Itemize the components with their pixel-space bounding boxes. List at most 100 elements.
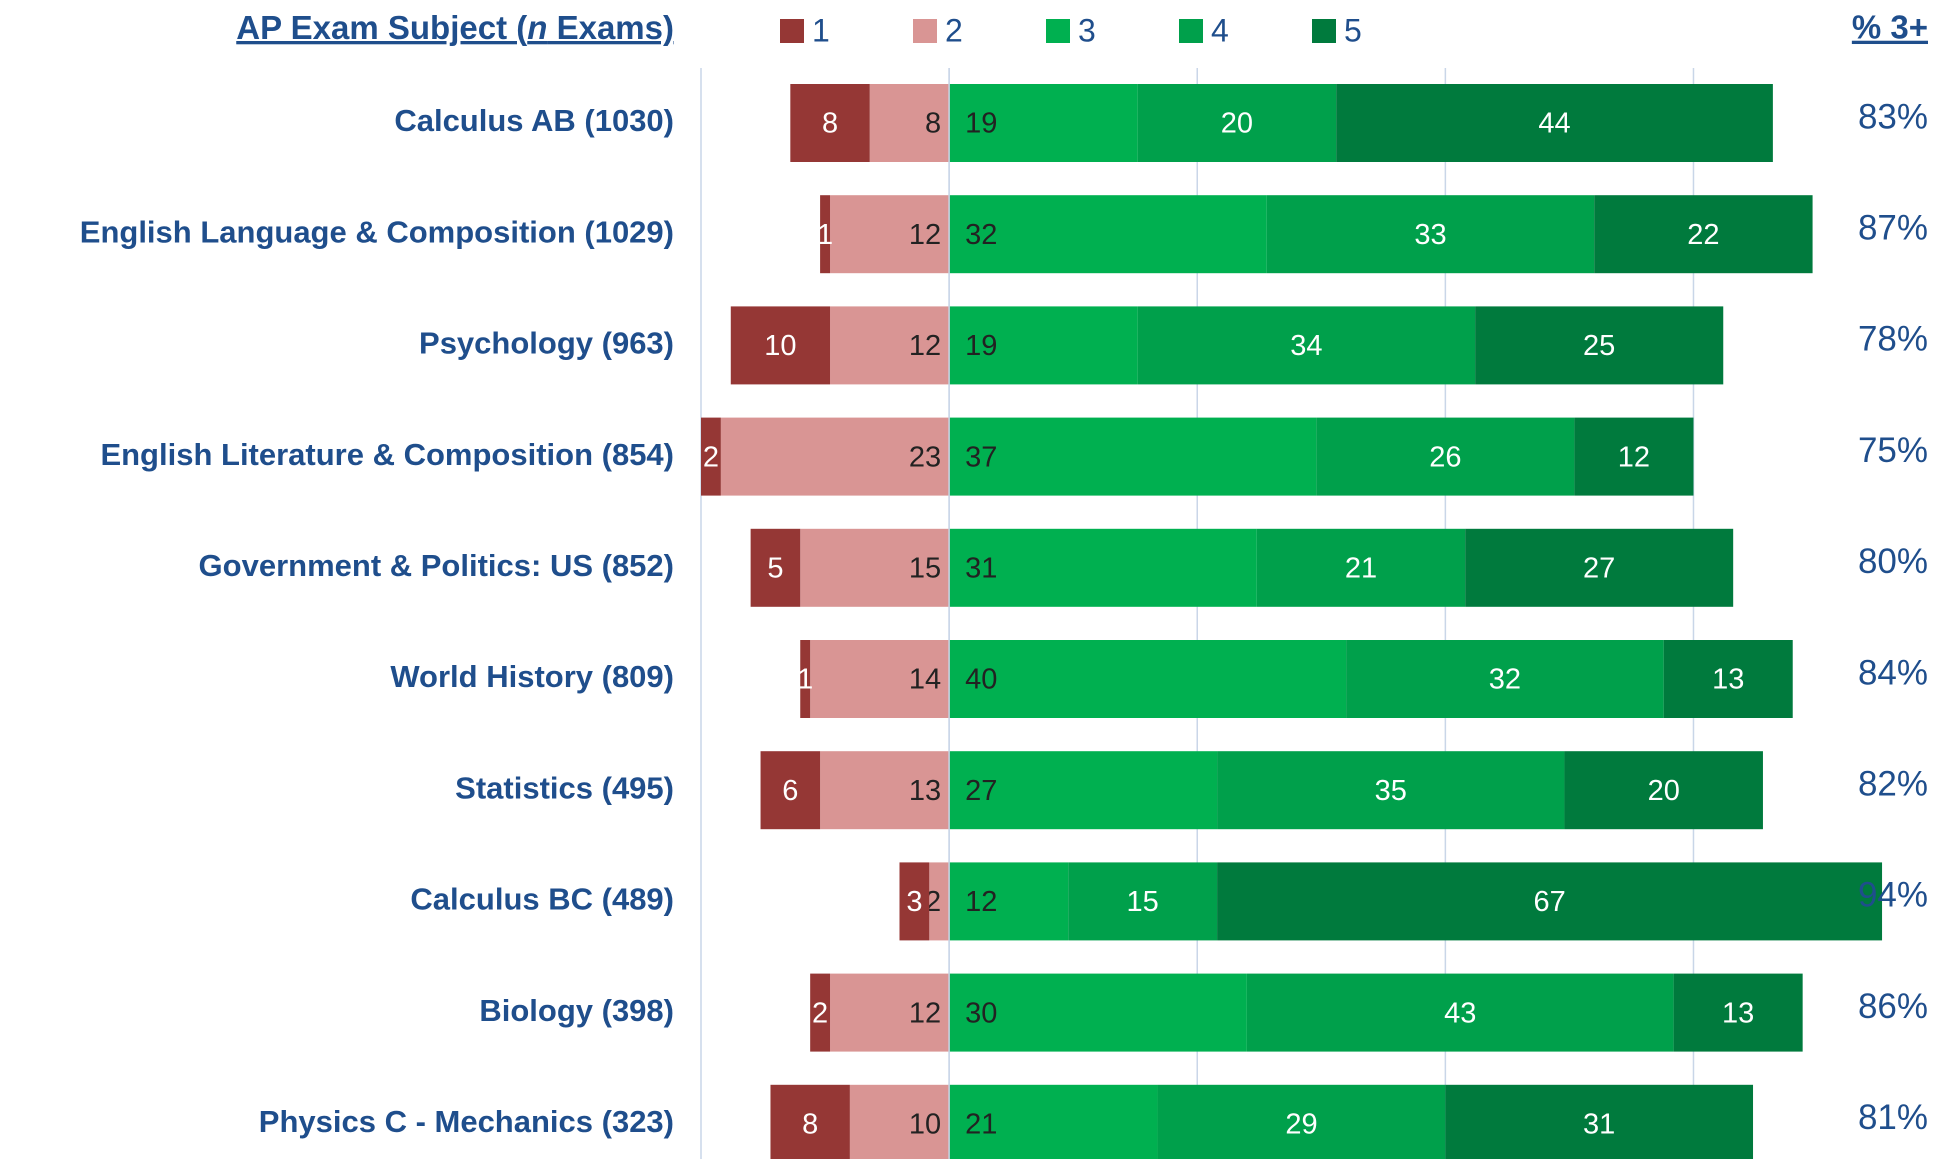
bar-segment bbox=[800, 528, 950, 607]
right-header: % 3+ bbox=[1852, 9, 1928, 46]
bar-segment bbox=[949, 84, 1138, 162]
segment-label: 23 bbox=[909, 441, 941, 473]
segment-label: 12 bbox=[1618, 441, 1650, 473]
legend-swatch bbox=[1046, 19, 1070, 43]
segment-label: 30 bbox=[965, 997, 997, 1029]
category-label: English Language & Composition (1029) bbox=[80, 214, 674, 249]
segment-label: 67 bbox=[1533, 886, 1565, 918]
segment-label: 13 bbox=[1722, 997, 1754, 1029]
bar-segment bbox=[1137, 306, 1476, 385]
segment-label: 10 bbox=[764, 330, 796, 362]
bar-segment bbox=[1594, 195, 1813, 274]
segment-label: 12 bbox=[965, 886, 997, 918]
pct-label: 80% bbox=[1858, 542, 1928, 581]
segment-label: 31 bbox=[1583, 1108, 1615, 1140]
segment-label: 21 bbox=[965, 1108, 997, 1140]
category-label: Physics C - Mechanics (323) bbox=[259, 1104, 674, 1139]
bar-segment bbox=[1564, 751, 1763, 830]
legend-swatch bbox=[1312, 19, 1336, 43]
bar-segment bbox=[949, 1084, 1158, 1159]
category-label: Statistics (495) bbox=[455, 770, 674, 805]
segment-label: 14 bbox=[909, 664, 941, 696]
pct-label: 78% bbox=[1858, 320, 1928, 359]
bar-segment bbox=[1217, 751, 1565, 830]
segment-label: 12 bbox=[909, 997, 941, 1029]
segment-label: 33 bbox=[1414, 219, 1446, 251]
bar-segment bbox=[1336, 84, 1773, 162]
category-label: English Literature & Composition (854) bbox=[100, 437, 674, 472]
legend-label: 1 bbox=[812, 12, 830, 48]
y-header-part: Exams) bbox=[547, 9, 674, 46]
segment-label: 29 bbox=[1285, 1108, 1317, 1140]
pct-label: 84% bbox=[1858, 653, 1928, 692]
pct-label: 87% bbox=[1858, 208, 1928, 247]
segment-label: 44 bbox=[1538, 108, 1570, 140]
bar-segment bbox=[1256, 528, 1466, 607]
segment-label: 1 bbox=[797, 664, 813, 696]
bar-segment bbox=[949, 528, 1257, 607]
segment-label: 3 bbox=[906, 886, 922, 918]
bar-segment bbox=[1266, 195, 1595, 274]
bar-segment bbox=[1475, 306, 1724, 385]
legend-label: 2 bbox=[945, 12, 963, 48]
category-label: Government & Politics: US (852) bbox=[199, 548, 674, 583]
bar-segment bbox=[849, 1084, 950, 1159]
bar-segment bbox=[830, 306, 950, 385]
segment-label: 40 bbox=[965, 664, 997, 696]
bar-segment bbox=[810, 973, 831, 1052]
segment-label: 15 bbox=[909, 552, 941, 584]
category-label: Psychology (963) bbox=[419, 326, 674, 361]
segment-label: 2 bbox=[703, 441, 719, 473]
bar-segment bbox=[869, 84, 950, 162]
segment-label: 21 bbox=[1345, 552, 1377, 584]
segment-label: 1 bbox=[817, 219, 833, 251]
pct-label: 94% bbox=[1858, 876, 1928, 915]
segment-label: 20 bbox=[1221, 108, 1253, 140]
segment-label: 26 bbox=[1429, 441, 1461, 473]
legend-swatch bbox=[913, 19, 937, 43]
segment-label: 43 bbox=[1444, 997, 1476, 1029]
bar-segment bbox=[750, 528, 801, 607]
bar-segment bbox=[770, 1084, 850, 1159]
bar-segment bbox=[949, 862, 1069, 941]
bar-segment bbox=[800, 640, 811, 718]
legend-swatch bbox=[780, 19, 804, 43]
bar-segment bbox=[1346, 640, 1664, 718]
pct-label: 75% bbox=[1858, 431, 1928, 470]
category-label: Calculus BC (489) bbox=[410, 882, 674, 917]
bar-segment bbox=[760, 751, 821, 830]
segment-label: 37 bbox=[965, 441, 997, 473]
bar-segment bbox=[820, 195, 831, 274]
bar-segment bbox=[949, 640, 1347, 718]
segment-label: 27 bbox=[965, 775, 997, 807]
bar-segment bbox=[1445, 1084, 1754, 1159]
bar-segment bbox=[830, 195, 950, 274]
y-header-part: AP Exam Subject ( bbox=[236, 9, 527, 46]
bar-segment bbox=[899, 862, 930, 941]
pct-label: 82% bbox=[1858, 764, 1928, 803]
bar-segment bbox=[949, 195, 1267, 274]
segment-label: 32 bbox=[965, 219, 997, 251]
segment-label: 22 bbox=[1687, 219, 1719, 251]
bar-segment bbox=[949, 417, 1317, 496]
bar-segment bbox=[1157, 1084, 1446, 1159]
pct-label: 81% bbox=[1858, 1098, 1928, 1137]
segment-label: 12 bbox=[909, 330, 941, 362]
segment-label: 25 bbox=[1583, 330, 1615, 362]
segment-label: 32 bbox=[1489, 664, 1521, 696]
segment-label: 31 bbox=[965, 552, 997, 584]
bar-segment bbox=[949, 751, 1218, 830]
segment-label: 8 bbox=[925, 108, 941, 140]
category-label: Calculus AB (1030) bbox=[394, 103, 674, 138]
category-label: Biology (398) bbox=[479, 993, 674, 1028]
segment-label: 13 bbox=[1712, 664, 1744, 696]
pct-label: 83% bbox=[1858, 97, 1928, 136]
legend-swatch bbox=[1179, 19, 1203, 43]
legend-label: 5 bbox=[1344, 12, 1362, 48]
bar-segment bbox=[949, 306, 1138, 385]
bar-segment bbox=[720, 417, 950, 496]
bar-segment bbox=[1137, 84, 1337, 162]
segment-label: 35 bbox=[1375, 775, 1407, 807]
category-label: World History (809) bbox=[390, 659, 674, 694]
